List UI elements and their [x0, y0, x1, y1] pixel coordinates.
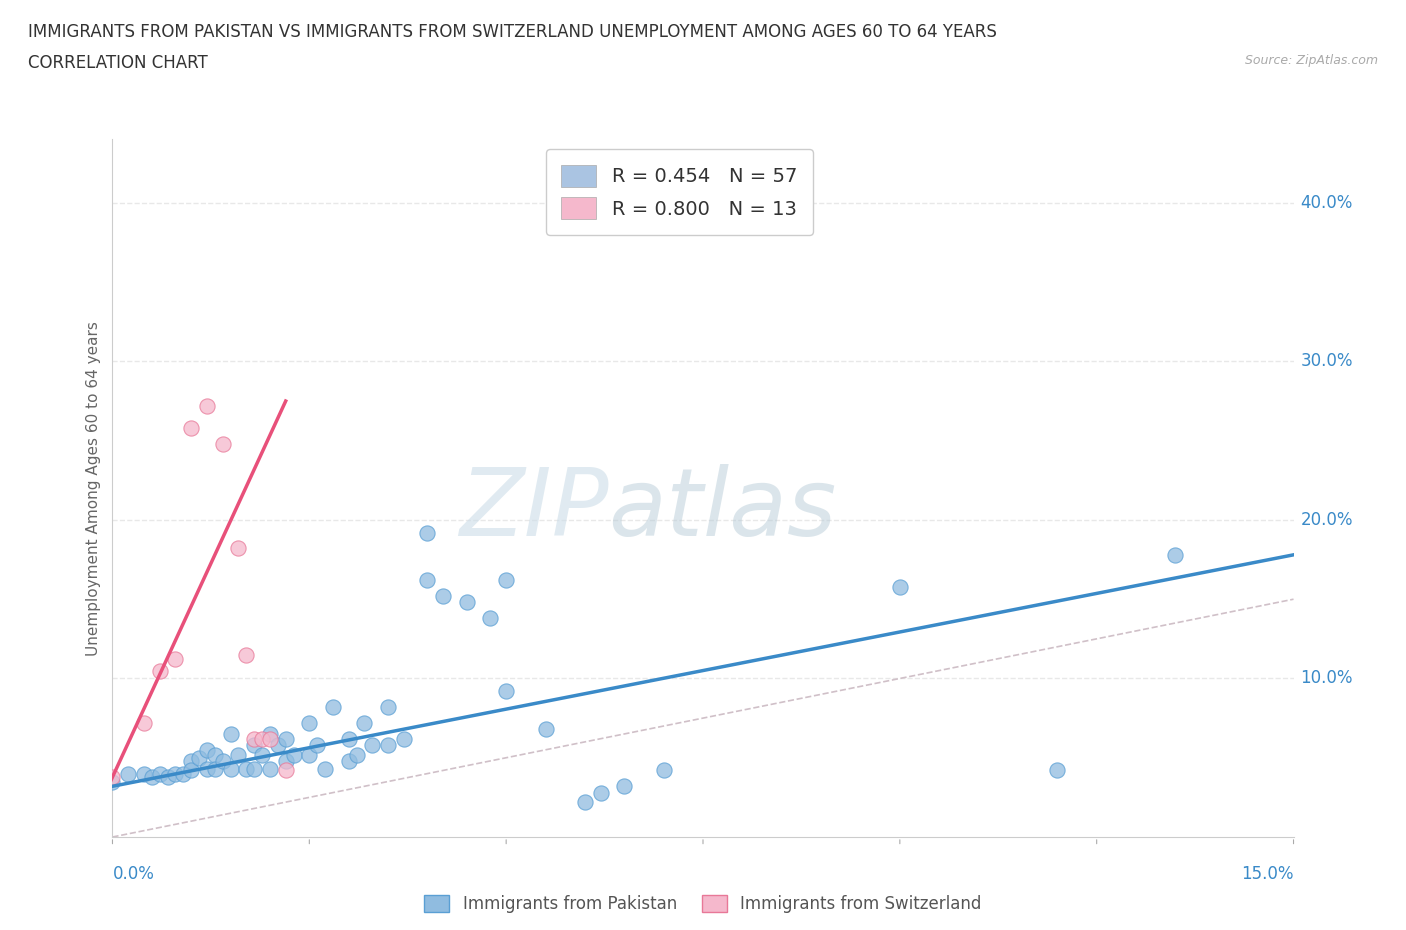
- Point: [228, 541, 250, 556]
- Point: [165, 652, 187, 667]
- Point: [613, 778, 636, 793]
- Point: [534, 722, 557, 737]
- Point: [307, 737, 329, 752]
- Point: [101, 774, 124, 789]
- Point: [180, 420, 202, 435]
- Y-axis label: Unemployment Among Ages 60 to 64 years: Unemployment Among Ages 60 to 64 years: [86, 321, 101, 656]
- Point: [219, 726, 242, 741]
- Legend: Immigrants from Pakistan, Immigrants from Switzerland: Immigrants from Pakistan, Immigrants fro…: [418, 888, 988, 920]
- Point: [298, 747, 321, 762]
- Point: [274, 753, 297, 768]
- Text: 30.0%: 30.0%: [1301, 352, 1353, 370]
- Point: [1164, 548, 1187, 563]
- Text: ZIP: ZIP: [458, 464, 609, 554]
- Point: [172, 766, 194, 781]
- Text: 40.0%: 40.0%: [1301, 194, 1353, 212]
- Point: [495, 684, 517, 698]
- Point: [149, 766, 172, 781]
- Point: [243, 731, 266, 746]
- Text: 0.0%: 0.0%: [112, 865, 155, 883]
- Point: [1046, 763, 1069, 777]
- Point: [361, 737, 384, 752]
- Point: [204, 747, 226, 762]
- Point: [141, 769, 163, 784]
- Point: [589, 785, 612, 800]
- Point: [456, 595, 478, 610]
- Point: [283, 747, 305, 762]
- Point: [889, 579, 911, 594]
- Point: [392, 731, 415, 746]
- Text: Source: ZipAtlas.com: Source: ZipAtlas.com: [1244, 54, 1378, 67]
- Point: [377, 699, 399, 714]
- Point: [250, 731, 273, 746]
- Point: [219, 762, 242, 777]
- Point: [259, 762, 281, 777]
- Point: [274, 763, 297, 777]
- Point: [165, 766, 187, 781]
- Point: [274, 731, 297, 746]
- Text: atlas: atlas: [609, 464, 837, 554]
- Point: [188, 751, 211, 765]
- Point: [346, 747, 368, 762]
- Point: [243, 762, 266, 777]
- Point: [211, 753, 233, 768]
- Point: [574, 794, 596, 809]
- Text: 10.0%: 10.0%: [1301, 670, 1353, 687]
- Point: [377, 737, 399, 752]
- Point: [250, 747, 273, 762]
- Point: [322, 699, 344, 714]
- Point: [337, 731, 360, 746]
- Text: IMMIGRANTS FROM PAKISTAN VS IMMIGRANTS FROM SWITZERLAND UNEMPLOYMENT AMONG AGES : IMMIGRANTS FROM PAKISTAN VS IMMIGRANTS F…: [28, 23, 997, 41]
- Point: [235, 647, 257, 662]
- Point: [416, 525, 439, 540]
- Point: [149, 663, 172, 678]
- Point: [479, 611, 502, 626]
- Point: [267, 737, 290, 752]
- Point: [195, 742, 218, 757]
- Text: 15.0%: 15.0%: [1241, 865, 1294, 883]
- Point: [259, 726, 281, 741]
- Point: [337, 753, 360, 768]
- Text: CORRELATION CHART: CORRELATION CHART: [28, 54, 208, 72]
- Point: [243, 737, 266, 752]
- Text: 20.0%: 20.0%: [1301, 511, 1353, 529]
- Point: [132, 766, 155, 781]
- Point: [132, 715, 155, 730]
- Point: [117, 766, 139, 781]
- Point: [314, 762, 336, 777]
- Point: [195, 398, 218, 413]
- Point: [101, 769, 124, 784]
- Point: [259, 731, 281, 746]
- Point: [180, 763, 202, 777]
- Point: [652, 763, 675, 777]
- Point: [353, 715, 375, 730]
- Point: [298, 715, 321, 730]
- Point: [416, 573, 439, 588]
- Point: [211, 436, 233, 451]
- Point: [495, 573, 517, 588]
- Point: [204, 762, 226, 777]
- Point: [156, 769, 179, 784]
- Point: [180, 753, 202, 768]
- Point: [228, 747, 250, 762]
- Point: [235, 762, 257, 777]
- Point: [432, 589, 454, 604]
- Point: [195, 762, 218, 777]
